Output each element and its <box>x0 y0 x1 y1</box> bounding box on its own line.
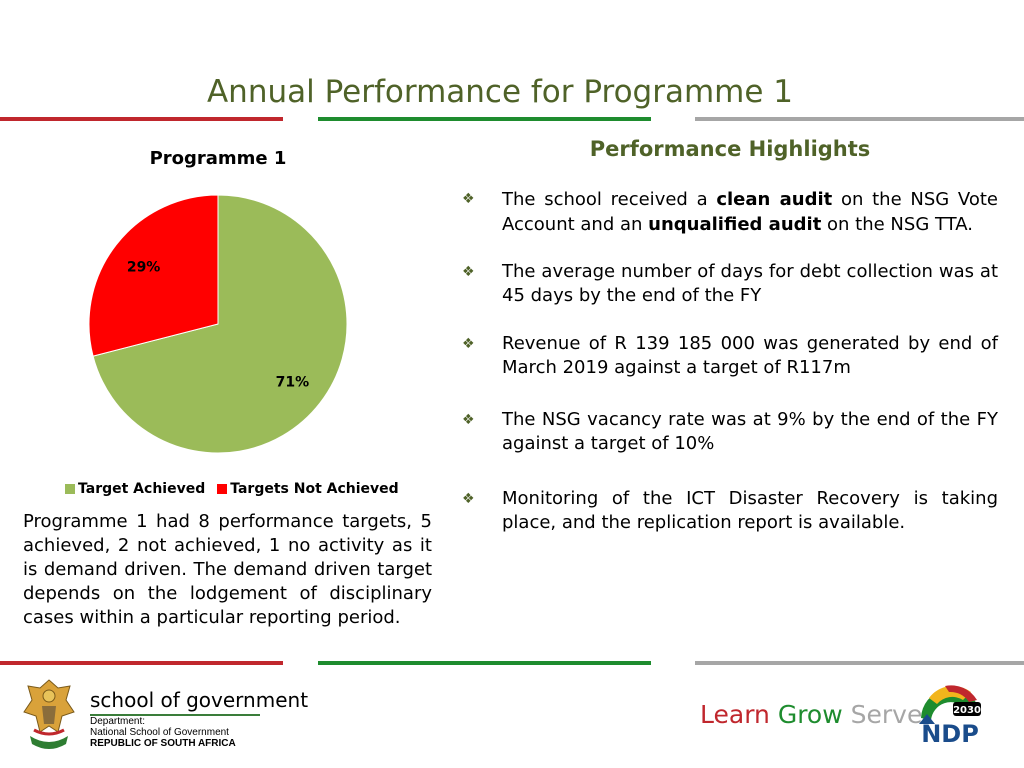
chart-title: Programme 1 <box>149 148 287 169</box>
diamond-bullet-icon: ❖ <box>462 336 475 352</box>
legend-item-not-achieved: Targets Not Achieved <box>217 481 399 497</box>
school-name-underline <box>90 714 260 716</box>
divider-gray-top <box>695 117 1024 121</box>
tagline-grow: Grow <box>777 700 843 729</box>
legend-swatch-not-achieved <box>217 484 228 494</box>
highlight-item: ❖ The NSG vacancy rate was at 9% by the … <box>462 408 998 456</box>
highlight-text: Monitoring of the ICT Disaster Recovery … <box>502 487 998 535</box>
divider-green-bottom <box>318 661 651 665</box>
highlight-item: ❖ Revenue of R 139 185 000 was generated… <box>462 332 998 380</box>
highlight-item: ❖ The average number of days for debt co… <box>462 260 998 308</box>
emphasis-text: unqualified audit <box>648 214 822 235</box>
legend-label-not-achieved: Targets Not Achieved <box>230 481 399 497</box>
highlight-text-segment: The NSG vacancy rate was at 9% by the en… <box>502 409 998 454</box>
highlight-text: The school received a clean audit on the… <box>502 187 998 237</box>
slide-title: Annual Performance for Programme 1 <box>206 74 794 110</box>
diamond-bullet-icon: ❖ <box>462 412 475 428</box>
highlight-item: ❖ The school received a clean audit on t… <box>462 187 998 237</box>
diamond-bullet-icon: ❖ <box>462 191 475 207</box>
highlight-text: The NSG vacancy rate was at 9% by the en… <box>502 408 998 456</box>
ndp-text: NDP <box>921 720 979 746</box>
legend-label-achieved: Target Achieved <box>78 481 206 497</box>
diamond-bullet-icon: ❖ <box>462 491 475 507</box>
chart-legend: Target Achieved Targets Not Achieved <box>65 481 407 497</box>
divider-gray-bottom <box>695 661 1024 665</box>
highlight-text-segment: The school received a <box>502 189 717 210</box>
highlight-text: The average number of days for debt coll… <box>502 260 998 308</box>
coat-of-arms-icon <box>23 679 75 749</box>
school-name: school of government <box>90 688 309 712</box>
highlight-text-segment: on the NSG Vote Account and an <box>502 189 998 235</box>
highlight-text: Revenue of R 139 185 000 was generated b… <box>502 332 998 380</box>
department-label: Department: <box>90 716 146 727</box>
divider-green-top <box>318 117 651 121</box>
pie-data-label: 71% <box>276 375 310 391</box>
highlight-item: ❖ Monitoring of the ICT Disaster Recover… <box>462 487 998 535</box>
pie-slice <box>88 194 219 357</box>
highlight-text-segment: The average number of days for debt coll… <box>502 261 998 306</box>
department-block: Department: National School of Governmen… <box>90 716 236 749</box>
tagline: Learn Grow Serve <box>700 700 922 729</box>
ndp-year: 2030 <box>953 705 981 716</box>
department-name: National School of Government <box>90 727 229 738</box>
divider-red-top <box>0 117 283 121</box>
highlight-text-segment: Revenue of R 139 185 000 was generated b… <box>502 333 998 378</box>
pie-chart: 71% 29% <box>88 194 348 454</box>
pie-data-label: 29% <box>127 259 161 275</box>
divider-red-bottom <box>0 661 283 665</box>
diamond-bullet-icon: ❖ <box>462 264 475 280</box>
highlights-title: Performance Highlights <box>589 137 871 161</box>
legend-item-achieved: Target Achieved <box>65 481 205 497</box>
programme-summary: Programme 1 had 8 performance targets, 5… <box>23 511 432 628</box>
highlight-text-segment: on the NSG TTA. <box>821 214 973 235</box>
tagline-serve: Serve <box>850 700 923 729</box>
emphasis-text: clean audit <box>716 189 833 210</box>
country-name: REPUBLIC OF SOUTH AFRICA <box>90 738 236 749</box>
tagline-learn: Learn <box>700 700 770 729</box>
pie-slice <box>92 194 348 454</box>
legend-swatch-achieved <box>65 484 75 494</box>
highlight-text-segment: Monitoring of the ICT Disaster Recovery … <box>502 488 998 533</box>
ndp-logo-icon: 2030 NDP <box>919 685 981 746</box>
